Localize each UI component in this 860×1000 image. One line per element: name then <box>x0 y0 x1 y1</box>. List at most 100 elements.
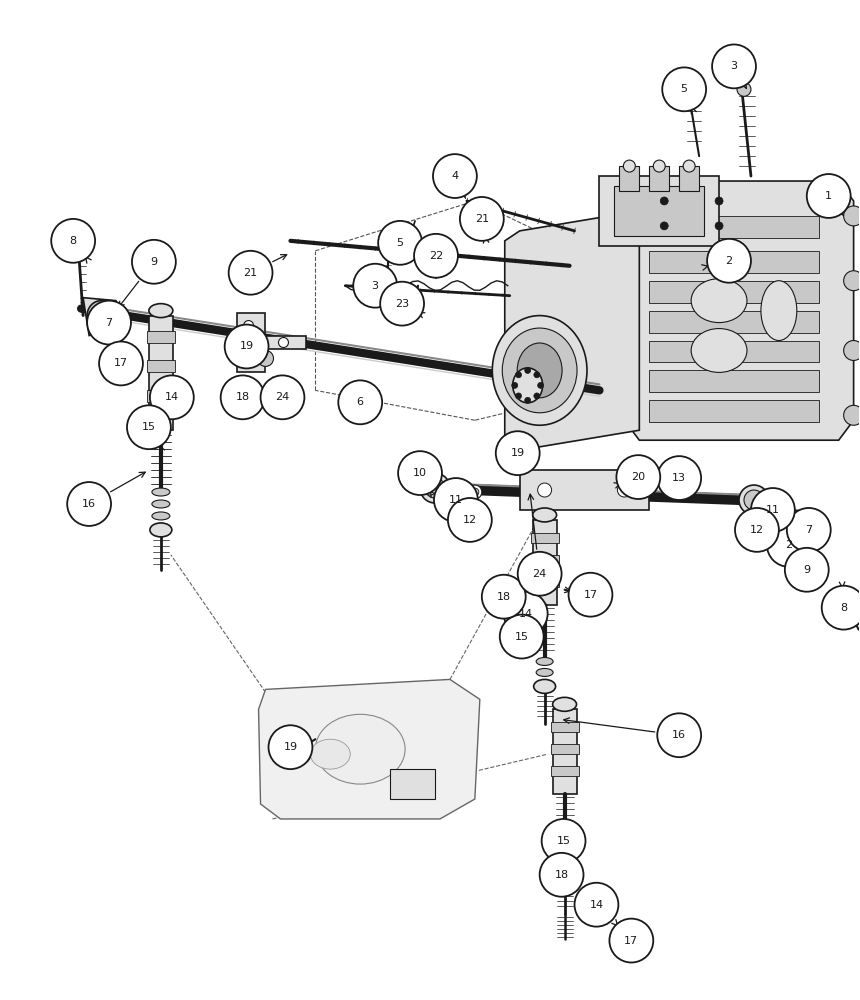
Circle shape <box>624 160 636 172</box>
Circle shape <box>380 282 424 326</box>
Bar <box>237 336 306 349</box>
Circle shape <box>460 197 504 241</box>
Text: 19: 19 <box>240 341 254 351</box>
Text: 13: 13 <box>673 473 686 483</box>
Ellipse shape <box>152 512 169 520</box>
Circle shape <box>67 482 111 526</box>
Bar <box>147 360 175 372</box>
Bar <box>649 341 819 362</box>
Circle shape <box>434 478 478 522</box>
Polygon shape <box>505 211 639 450</box>
Circle shape <box>500 615 544 658</box>
Circle shape <box>132 240 175 284</box>
Text: 14: 14 <box>589 900 604 910</box>
Circle shape <box>515 393 521 399</box>
Bar <box>649 216 819 238</box>
Circle shape <box>822 586 860 630</box>
Bar <box>649 251 819 273</box>
Bar <box>599 176 719 246</box>
Circle shape <box>534 372 540 378</box>
Text: 12: 12 <box>750 525 764 535</box>
Circle shape <box>279 338 288 347</box>
Circle shape <box>538 483 551 497</box>
Text: 10: 10 <box>413 468 427 478</box>
Ellipse shape <box>532 508 556 522</box>
Circle shape <box>727 258 743 274</box>
Ellipse shape <box>837 593 851 607</box>
Ellipse shape <box>502 328 577 413</box>
Bar <box>553 709 576 794</box>
Ellipse shape <box>691 279 747 323</box>
Circle shape <box>744 490 764 510</box>
Polygon shape <box>83 298 119 336</box>
Polygon shape <box>781 509 817 547</box>
Ellipse shape <box>553 697 576 711</box>
Text: 2: 2 <box>726 256 733 266</box>
Circle shape <box>538 382 544 388</box>
Circle shape <box>712 44 756 88</box>
Circle shape <box>844 341 860 360</box>
Circle shape <box>433 154 476 198</box>
Bar <box>532 520 556 605</box>
Ellipse shape <box>420 473 450 503</box>
Circle shape <box>353 264 397 308</box>
Ellipse shape <box>761 281 797 341</box>
Ellipse shape <box>767 506 780 519</box>
Ellipse shape <box>749 523 763 537</box>
Ellipse shape <box>310 739 350 769</box>
Text: 3: 3 <box>372 281 378 291</box>
Ellipse shape <box>739 485 769 515</box>
Circle shape <box>542 819 586 863</box>
Ellipse shape <box>316 714 405 784</box>
Text: 18: 18 <box>497 592 511 602</box>
Circle shape <box>414 234 458 278</box>
Text: 21: 21 <box>243 268 258 278</box>
Text: 4: 4 <box>452 171 458 181</box>
Circle shape <box>657 713 701 757</box>
Bar <box>531 577 559 587</box>
Circle shape <box>519 448 537 466</box>
Circle shape <box>654 160 666 172</box>
Circle shape <box>525 367 531 373</box>
Bar <box>550 744 579 754</box>
Bar <box>149 316 173 430</box>
Text: 14: 14 <box>165 392 179 402</box>
Text: 24: 24 <box>532 569 547 579</box>
Circle shape <box>662 67 706 111</box>
Ellipse shape <box>149 304 173 318</box>
Text: 23: 23 <box>395 299 409 309</box>
Ellipse shape <box>152 488 169 496</box>
Circle shape <box>408 304 422 318</box>
Bar <box>649 400 819 422</box>
Circle shape <box>52 219 95 263</box>
Circle shape <box>257 350 273 366</box>
Circle shape <box>504 592 548 636</box>
Circle shape <box>87 301 131 345</box>
Bar <box>390 769 435 799</box>
Text: 17: 17 <box>624 936 638 946</box>
Polygon shape <box>259 679 480 819</box>
Circle shape <box>791 519 807 535</box>
Circle shape <box>93 308 109 324</box>
Text: 18: 18 <box>555 870 568 880</box>
Ellipse shape <box>471 488 479 496</box>
Circle shape <box>751 488 795 532</box>
Circle shape <box>425 478 445 498</box>
Circle shape <box>127 405 171 449</box>
Circle shape <box>737 82 751 96</box>
Ellipse shape <box>536 668 553 676</box>
Bar <box>649 166 669 191</box>
Ellipse shape <box>556 847 573 855</box>
Text: 6: 6 <box>357 397 364 407</box>
Polygon shape <box>624 181 854 440</box>
Text: 8: 8 <box>840 603 847 613</box>
Circle shape <box>448 498 492 542</box>
Circle shape <box>807 174 851 218</box>
Bar <box>649 311 819 333</box>
Circle shape <box>660 222 668 230</box>
Text: 14: 14 <box>519 609 532 619</box>
Circle shape <box>482 575 525 619</box>
Ellipse shape <box>426 484 434 492</box>
Circle shape <box>617 483 631 497</box>
Text: 20: 20 <box>631 472 645 482</box>
